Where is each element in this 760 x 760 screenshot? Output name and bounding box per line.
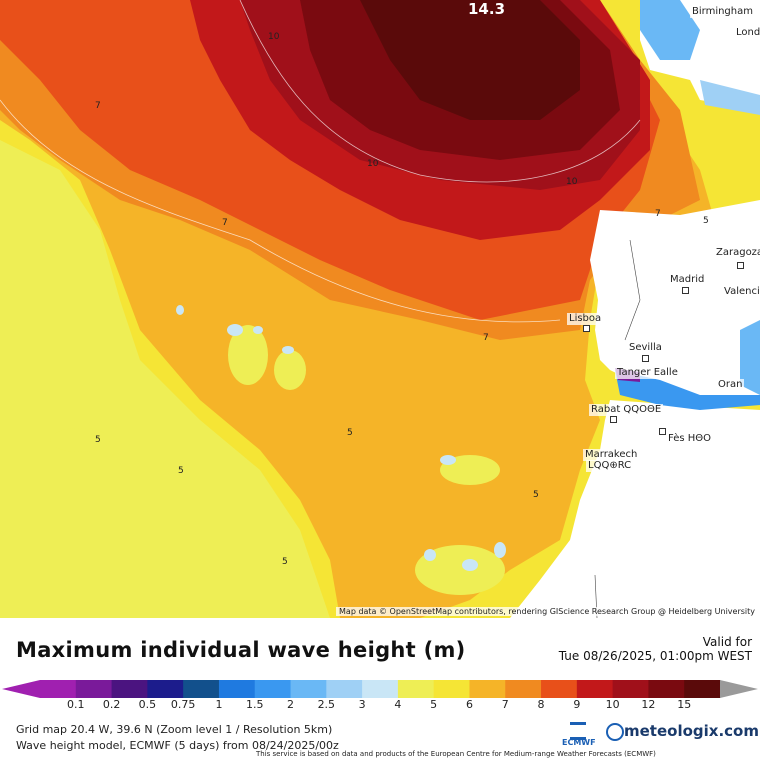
city-label: Rabat QQOΘE (589, 404, 664, 416)
meteologix-logo-icon (606, 723, 624, 741)
scale-swatch (111, 680, 148, 698)
city-marker (737, 262, 744, 269)
scale-swatch (576, 680, 614, 698)
city-label: Valencia (722, 286, 760, 298)
model-info: Wave height model, ECMWF (5 days) from 0… (16, 739, 339, 752)
scale-swatch (612, 680, 649, 698)
isoline-label: 5 (703, 216, 709, 226)
isoline-label: 7 (483, 333, 489, 343)
city-label: Oran (716, 379, 745, 391)
isoline-label: 7 (95, 101, 101, 111)
scale-min-arrow (2, 680, 40, 698)
scale-swatch (147, 680, 184, 698)
ecmwf-logo-icon (570, 722, 586, 740)
city-marker (682, 287, 689, 294)
scale-swatch (541, 680, 578, 698)
scale-tick-label: 1 (215, 698, 223, 711)
scale-tick-label: 4 (394, 698, 402, 711)
scale-tick-label: 9 (573, 698, 581, 711)
isoline-label: 10 (268, 32, 280, 42)
meteologix-logo[interactable]: meteologix.com (624, 722, 759, 740)
city-label: Fès HΘO (666, 433, 714, 445)
scale-tick-label: 15 (677, 698, 692, 711)
city-label: Tanger Ealle (615, 367, 680, 379)
city-label: Birmingham (690, 6, 755, 18)
scale-swatch (433, 680, 470, 698)
isoline-label: 7 (222, 218, 228, 228)
scale-tick-label: 0.5 (138, 698, 157, 711)
scale-swatch (290, 680, 327, 698)
scale-swatch (648, 680, 685, 698)
scale-tick-label: 7 (501, 698, 509, 711)
peak-value-label: 14.3 (468, 0, 506, 18)
city-marker (642, 355, 649, 362)
city-label: Zaragoza (714, 247, 760, 259)
city-label: Lisboa (567, 313, 604, 325)
city-label: LQQ⊕RC (586, 460, 634, 472)
isoline-label: 5 (95, 435, 101, 445)
scale-swatch (254, 680, 292, 698)
city-label: Lond (734, 27, 760, 39)
isoline-label: 5 (347, 428, 353, 438)
scale-tick-label: 1.5 (245, 698, 264, 711)
map-title: Maximum individual wave height (m) (16, 638, 466, 662)
ecmwf-credit: This service is based on data and produc… (256, 750, 656, 758)
isoline-label: 10 (566, 177, 578, 187)
scale-tick-label: 2 (287, 698, 295, 711)
color-scale (2, 680, 758, 698)
valid-date: Tue 08/26/2025, 01:00pm WEST (558, 649, 752, 663)
scale-swatch (40, 680, 77, 698)
scale-swatch (362, 680, 399, 698)
city-marker (610, 416, 617, 423)
scale-swatch (75, 680, 113, 698)
scale-tick-label: 2.5 (317, 698, 336, 711)
scale-tick-label: 6 (465, 698, 473, 711)
wave-height-map[interactable]: 14.3 Birmingham Lond Zaragoza Madrid Val… (0, 0, 760, 618)
scale-swatch (684, 680, 721, 698)
wave-height-field (0, 0, 760, 618)
grid-info: Grid map 20.4 W, 39.6 N (Zoom level 1 / … (16, 723, 333, 736)
scale-swatch (469, 680, 506, 698)
scale-swatch (505, 680, 542, 698)
valid-for-label: Valid for (702, 635, 752, 649)
scale-tick-label: 0.75 (170, 698, 196, 711)
map-attribution[interactable]: Map data © OpenStreetMap contributors, r… (336, 607, 758, 616)
scale-swatch (218, 680, 256, 698)
scale-tick-label: 5 (430, 698, 438, 711)
city-label: Marrakech (583, 449, 640, 461)
city-label: Sevilla (627, 342, 664, 354)
city-marker (659, 428, 666, 435)
scale-tick-label: 8 (537, 698, 545, 711)
scale-tick-label: 0.2 (102, 698, 121, 711)
legend-panel: Maximum individual wave height (m) Valid… (0, 618, 760, 760)
scale-max-arrow (720, 680, 758, 698)
scale-swatch (397, 680, 435, 698)
isoline-label: 7 (655, 209, 661, 219)
isoline-label: 10 (367, 159, 379, 169)
ecmwf-logo-text: ECMWF (562, 738, 596, 747)
isoline-label: 5 (282, 557, 288, 567)
scale-tick-label: 0.1 (67, 698, 85, 711)
scale-tick-label: 12 (641, 698, 656, 711)
isoline-label: 5 (533, 490, 539, 500)
scale-swatch (183, 680, 220, 698)
scale-swatch (326, 680, 363, 698)
isoline-label: 5 (178, 466, 184, 476)
scale-tick-label: 3 (358, 698, 366, 711)
city-label: Madrid (668, 274, 707, 286)
city-marker (583, 325, 590, 332)
scale-tick-label: 10 (605, 698, 620, 711)
